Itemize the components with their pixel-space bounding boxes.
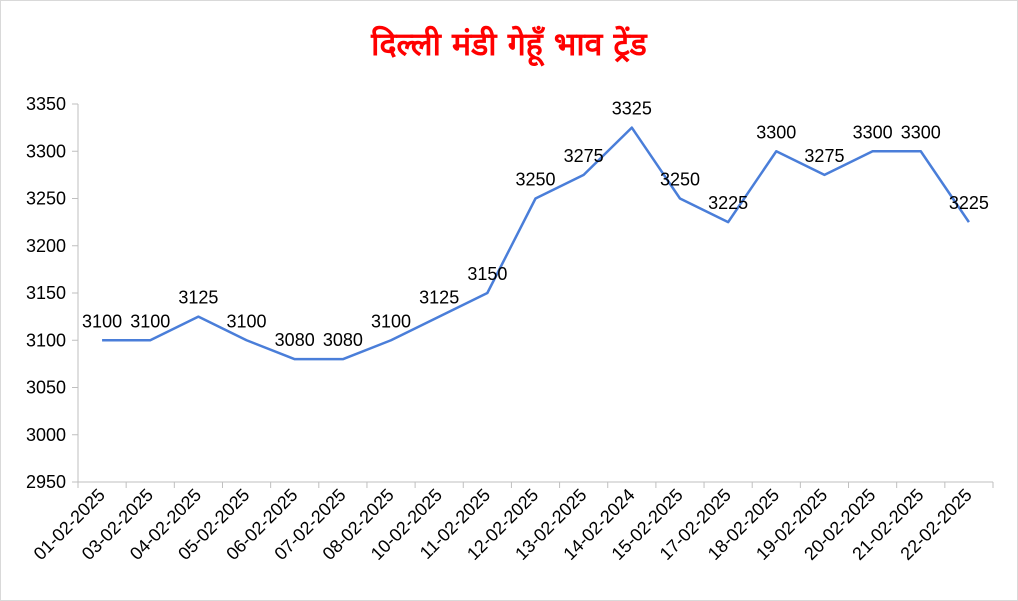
data-label: 3080 [323, 330, 363, 350]
data-label: 3100 [130, 311, 170, 331]
data-labels: 3100 3100 3125 3100 3080 3080 3100 3125 3150 3250… [82, 99, 989, 351]
y-tick-label: 3250 [26, 189, 66, 209]
data-label: 3100 [371, 311, 411, 331]
y-tick-label: 3050 [26, 378, 66, 398]
series-line [102, 126, 970, 361]
y-tick-label: 3000 [26, 425, 66, 445]
data-label: 3300 [756, 122, 796, 142]
data-label: 3225 [949, 193, 989, 213]
data-label: 3250 [660, 170, 700, 190]
data-label: 3300 [901, 122, 941, 142]
y-tick-label: 3350 [26, 94, 66, 114]
data-label: 3275 [564, 146, 604, 166]
data-label: 3100 [227, 311, 267, 331]
data-label: 3275 [804, 146, 844, 166]
y-tick-label: 3300 [26, 141, 66, 161]
data-label: 3250 [515, 170, 555, 190]
y-tick-label: 2950 [26, 472, 66, 492]
y-tick-label: 3100 [26, 330, 66, 350]
data-label: 3125 [419, 288, 459, 308]
y-tick-label: 3150 [26, 283, 66, 303]
data-label: 3100 [82, 311, 122, 331]
data-label: 3225 [708, 193, 748, 213]
axes [72, 103, 994, 488]
y-tick-labels: 3350 3300 3250 3200 3150 3100 3050 3000 2950 [26, 94, 66, 492]
x-tick-labels: 01-02-202503-02-202504-02-202505-02-2025… [30, 485, 976, 564]
y-tick-label: 3200 [26, 236, 66, 256]
data-label: 3080 [275, 330, 315, 350]
data-label: 3325 [612, 99, 652, 119]
data-label: 3150 [467, 264, 507, 284]
data-label: 3125 [178, 288, 218, 308]
chart-title: दिल्ली मंडी गेहूँ भाव ट्रेंड [371, 25, 647, 63]
data-label: 3300 [853, 122, 893, 142]
